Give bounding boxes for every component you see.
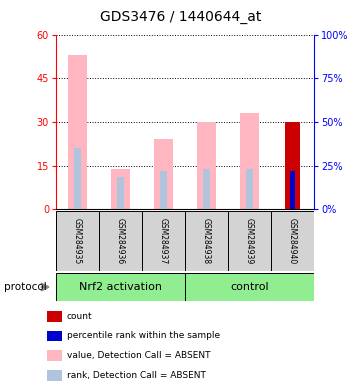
Text: GDS3476 / 1440644_at: GDS3476 / 1440644_at (100, 10, 261, 24)
Bar (228, 211, 271, 271)
Bar (203, 169, 210, 209)
Text: protocol: protocol (4, 282, 46, 292)
Bar (285, 122, 300, 209)
Bar (290, 171, 295, 209)
Bar (185, 273, 314, 301)
Text: GSM284937: GSM284937 (159, 218, 168, 264)
Bar (142, 211, 185, 271)
Text: percentile rank within the sample: percentile rank within the sample (67, 331, 220, 341)
Text: Nrf2 activation: Nrf2 activation (79, 282, 162, 292)
Bar (74, 148, 81, 209)
Text: GSM284938: GSM284938 (202, 218, 211, 264)
Text: value, Detection Call = ABSENT: value, Detection Call = ABSENT (67, 351, 210, 360)
Bar (197, 122, 216, 209)
Bar (240, 113, 259, 209)
Bar (99, 211, 142, 271)
Text: GSM284940: GSM284940 (288, 218, 297, 264)
Bar (160, 171, 168, 209)
Bar (185, 211, 228, 271)
Text: rank, Detection Call = ABSENT: rank, Detection Call = ABSENT (67, 371, 206, 380)
Bar (271, 211, 314, 271)
Bar (154, 139, 173, 209)
Bar (111, 169, 130, 209)
Bar (56, 273, 185, 301)
Text: GSM284936: GSM284936 (116, 218, 125, 264)
Bar (68, 55, 87, 209)
Bar (56, 211, 99, 271)
Bar (246, 169, 253, 209)
Bar (117, 177, 124, 209)
Text: count: count (67, 312, 92, 321)
Text: control: control (230, 282, 269, 292)
Text: GSM284939: GSM284939 (245, 218, 254, 264)
Text: GSM284935: GSM284935 (73, 218, 82, 264)
